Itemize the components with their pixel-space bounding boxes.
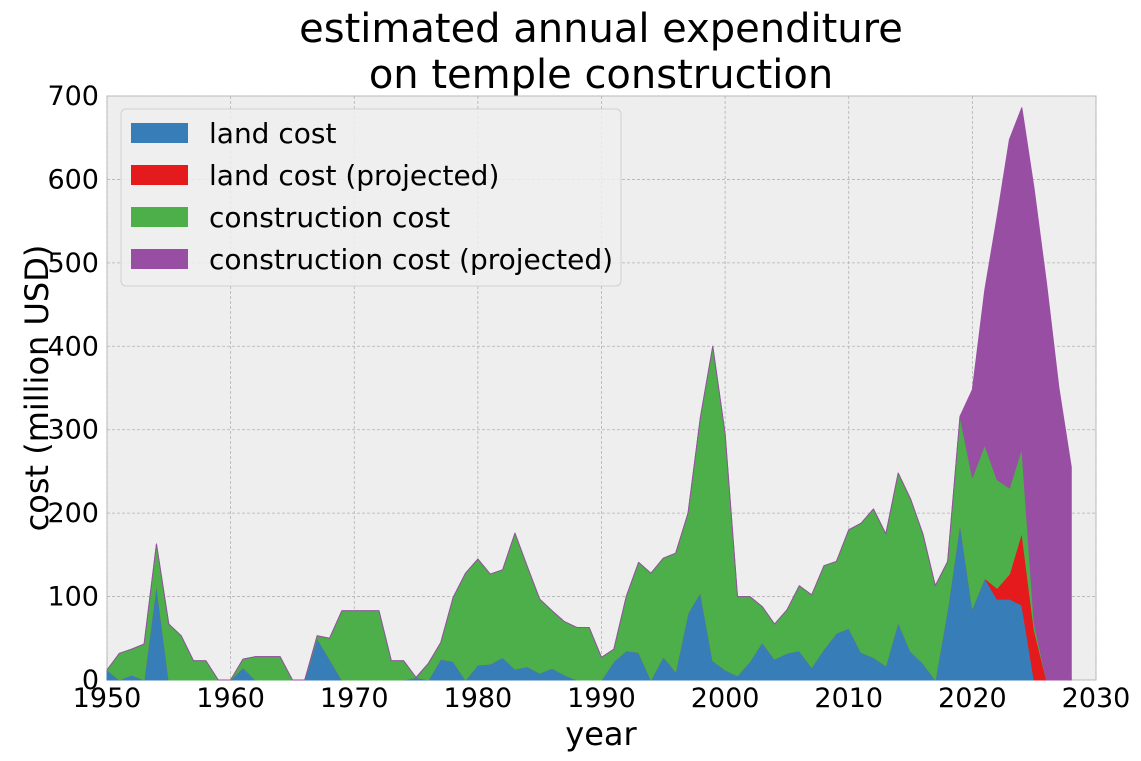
y-tick-label-0: 0 — [82, 665, 99, 696]
y-tick-label-2: 200 — [47, 498, 99, 529]
legend-label-0: land cost — [209, 117, 336, 150]
x-tick-label-7: 2020 — [938, 683, 1007, 714]
y-axis-ticks: 0 100 200 300 400 500 600 700 — [47, 81, 99, 696]
legend: land cost land cost (projected) constructi… — [120, 108, 622, 287]
y-tick-label-6: 600 — [47, 164, 99, 195]
chart-title-line-2: on temple construction — [369, 52, 833, 98]
x-tick-label-6: 2010 — [814, 683, 883, 714]
chart-title-line-1: estimated annual expenditure — [299, 6, 903, 52]
x-tick-label-4: 1990 — [567, 683, 636, 714]
legend-label-1: land cost (projected) — [209, 159, 499, 192]
y-axis-label: cost (million USD) — [18, 245, 56, 532]
y-tick-label-5: 500 — [47, 248, 99, 279]
legend-swatch-3 — [131, 249, 188, 269]
legend-label-3: construction cost (projected) — [209, 243, 613, 276]
x-tick-label-0: 1950 — [73, 683, 142, 714]
y-tick-label-1: 100 — [47, 582, 99, 613]
legend-swatch-0 — [131, 123, 188, 143]
area-series — [106, 107, 1072, 681]
area-series-3 — [106, 107, 1072, 681]
y-tick-label-7: 700 — [47, 81, 99, 112]
x-tick-label-1: 1960 — [196, 683, 265, 714]
legend-box — [120, 108, 622, 287]
x-tick-label-3: 1980 — [444, 683, 513, 714]
legend-swatch-2 — [131, 207, 188, 227]
x-tick-label-5: 2000 — [691, 683, 760, 714]
y-tick-label-3: 300 — [47, 415, 99, 446]
x-tick-label-2: 1970 — [320, 683, 389, 714]
legend-label-2: construction cost — [209, 201, 450, 234]
legend-swatch-1 — [131, 165, 188, 185]
x-axis-ticks: 1950 1960 1970 1980 1990 2000 2010 2020 2030 — [73, 683, 1131, 714]
y-tick-label-4: 400 — [47, 331, 99, 362]
x-tick-label-8: 2030 — [1062, 683, 1131, 714]
x-axis-label: year — [565, 715, 637, 753]
